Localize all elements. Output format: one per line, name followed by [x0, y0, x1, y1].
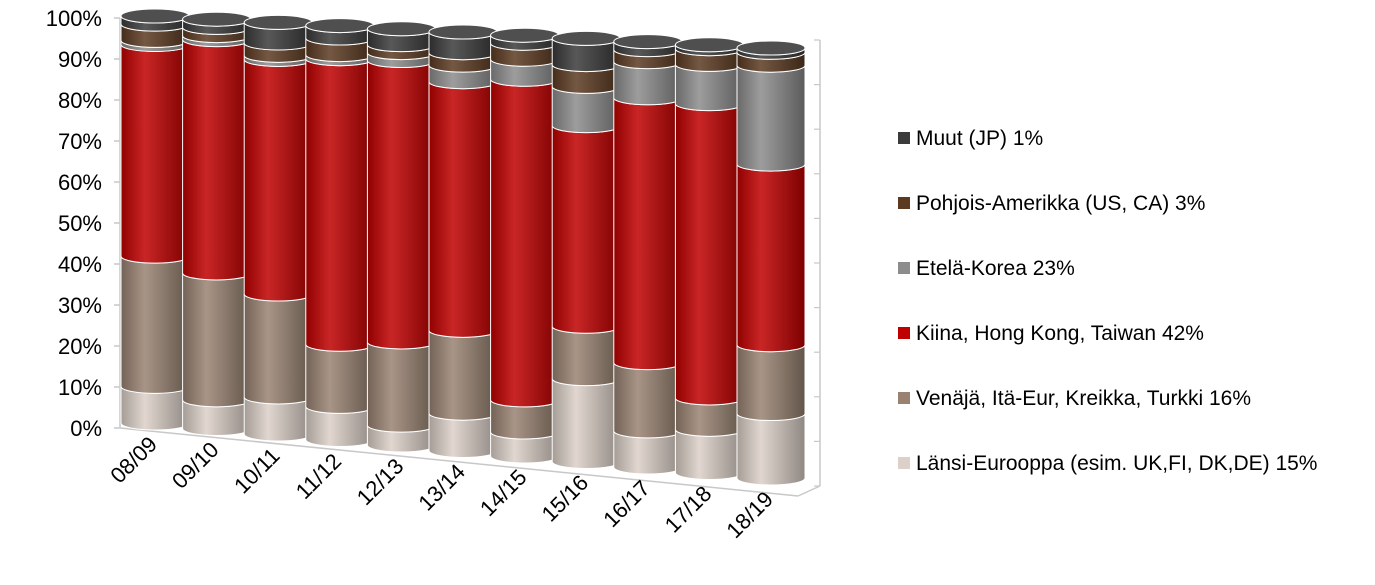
legend-swatch [898, 327, 910, 339]
bar-segment [613, 97, 683, 371]
bar-group-15/16 [551, 30, 621, 469]
bar-group-10/11 [243, 14, 313, 442]
y-tick-label: 50% [58, 211, 102, 236]
bar-top-cap [490, 27, 560, 43]
bar-group-13/14 [428, 24, 498, 458]
bar-group-17/18 [674, 37, 744, 480]
legend-label: Länsi-Eurooppa (esim. UK,FI, DK,DE) 15% [916, 452, 1318, 475]
x-tick-label: 17/18 [660, 481, 717, 538]
legend-item: Kiina, Hong Kong, Taiwan 42% [898, 321, 1368, 346]
x-tick-label: 08/09 [105, 431, 162, 488]
y-tick-label: 0% [70, 416, 102, 441]
bar-segment [551, 125, 621, 334]
legend-label: Kiina, Hong Kong, Taiwan 42% [916, 322, 1204, 345]
legend-item: Pohjois-Amerikka (US, CA) 3% [898, 191, 1368, 216]
y-tick-label: 30% [58, 293, 102, 318]
bar-segment [736, 344, 806, 421]
bar-segment [674, 103, 744, 406]
bar-segment [736, 413, 806, 486]
bar-top-cap [182, 11, 252, 27]
y-tick-label: 60% [58, 170, 102, 195]
legend-label: Etelä-Korea 23% [916, 257, 1075, 280]
legend-swatch [898, 262, 910, 274]
bar-top-cap [428, 24, 498, 40]
x-tick-label: 18/19 [721, 486, 778, 543]
bar-segment [490, 79, 560, 408]
bar-group-12/13 [366, 21, 436, 453]
bar-segment [736, 65, 806, 172]
bar-group-09/10 [182, 11, 252, 436]
legend-swatch [898, 197, 910, 209]
legend-label: Muut (JP) 1% [916, 127, 1044, 150]
bar-top-cap [305, 18, 375, 34]
bar-segment [674, 429, 744, 480]
bar-segment [366, 60, 436, 350]
bar-segment [120, 255, 190, 394]
x-tick-label: 12/13 [352, 453, 409, 510]
bar-group-14/15 [490, 27, 560, 464]
legend-swatch [898, 132, 910, 144]
bar-group-08/09 [120, 8, 190, 431]
bar-group-16/17 [613, 34, 683, 475]
x-tick-label: 11/12 [291, 448, 346, 503]
x-tick-label: 15/16 [537, 470, 594, 527]
bar-segment [428, 330, 498, 421]
bar-group-11/12 [305, 18, 375, 447]
bar-segment [243, 293, 313, 405]
legend-item: Länsi-Eurooppa (esim. UK,FI, DK,DE) 15% [898, 451, 1368, 476]
bar-segment [736, 163, 806, 353]
y-tick-label: 70% [58, 129, 102, 154]
legend-item: Muut (JP) 1% [898, 126, 1368, 151]
bar-top-cap [120, 8, 190, 24]
bar-top-cap [243, 14, 313, 30]
bar-segment [551, 378, 621, 469]
legend-label: Pohjois-Amerikka (US, CA) 3% [916, 192, 1206, 215]
bar-segment [243, 59, 313, 302]
x-tick-label: 16/17 [598, 475, 655, 532]
bar-segment [305, 344, 375, 414]
x-axis-line [119, 427, 799, 497]
bar-segment [366, 341, 436, 433]
legend-swatch [898, 457, 910, 469]
bar-segment [613, 362, 683, 439]
legend-swatch [898, 392, 910, 404]
bar-top-cap [366, 21, 436, 37]
bar-top-cap [674, 37, 744, 53]
bar-segment [551, 326, 621, 387]
x-tick-label: 13/14 [413, 459, 470, 516]
bar-group-18/19 [736, 40, 806, 486]
bar-segment [182, 272, 252, 408]
legend-label: Venäjä, Itä-Eur, Kreikka, Turkki 16% [916, 387, 1251, 410]
floor-edge-line [797, 485, 821, 497]
bar-top-cap [551, 30, 621, 46]
bar-top-cap [736, 40, 806, 56]
y-tick-label: 10% [58, 375, 102, 400]
y-tick-label: 80% [58, 88, 102, 113]
legend-item: Etelä-Korea 23% [898, 256, 1368, 281]
bar-segment [305, 58, 375, 352]
legend-item: Venäjä, Itä-Eur, Kreikka, Turkki 16% [898, 386, 1368, 411]
y-tick-label: 20% [58, 334, 102, 359]
x-tick-label: 10/11 [229, 443, 284, 498]
x-tick-label: 09/10 [167, 437, 224, 494]
bar-segment [428, 81, 498, 338]
y-tick-label: 90% [58, 47, 102, 72]
y-tick-label: 100% [46, 6, 102, 31]
x-tick-label: 14/15 [475, 464, 532, 521]
bar-top-cap [613, 34, 683, 50]
y-tick-label: 40% [58, 252, 102, 277]
bar-segment [120, 44, 190, 264]
bar-segment [182, 39, 252, 281]
